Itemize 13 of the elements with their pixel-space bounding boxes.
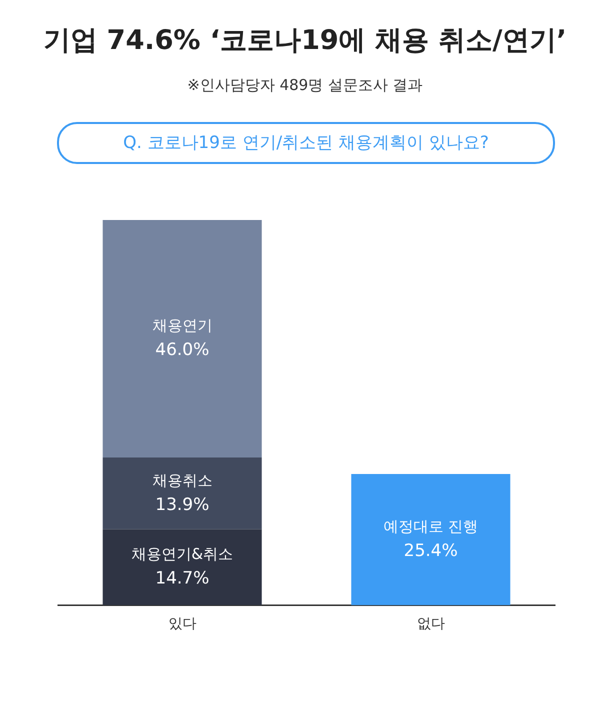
series-label: 채용연기 — [152, 316, 212, 335]
series-label: 예정대로 진행 — [383, 518, 478, 536]
data-label: 14.7% — [155, 568, 210, 589]
data-label: 13.9% — [155, 494, 210, 515]
series-label: 채용연기&취소 — [131, 545, 234, 564]
data-label: 46.0% — [155, 340, 210, 360]
text: Q. 코로나19로 연기/취소된 채용계획이 있나요? — [57, 122, 555, 164]
series-label: 채용취소 — [152, 471, 212, 490]
data-label: 25.4% — [404, 541, 458, 562]
chart-title: 기업 74.6% ‘코로나19에 채용 취소/연기’ — [42, 24, 568, 58]
x-tick-label: 없다 — [416, 616, 445, 632]
x-tick-label: 있다 — [168, 616, 196, 632]
chart-subtitle: ※인사담당자 489명 설문조사 결과 — [186, 76, 424, 95]
